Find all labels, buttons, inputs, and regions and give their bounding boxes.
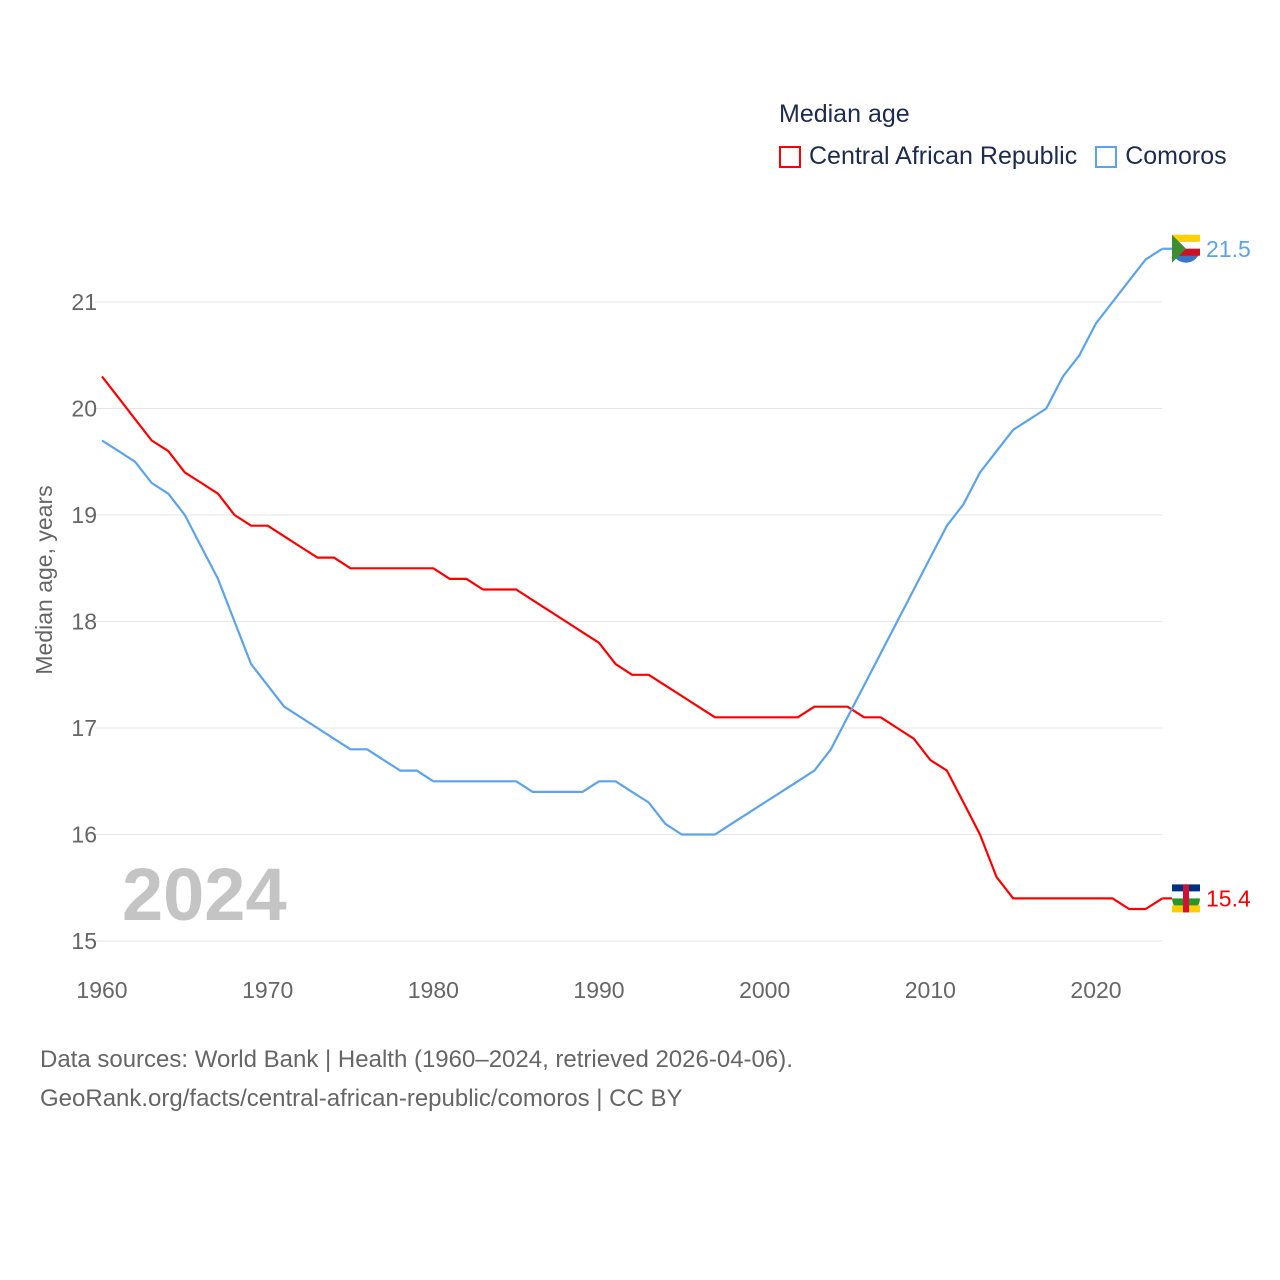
legend-swatch-car <box>779 145 801 168</box>
end-value-label-car: 15.4 <box>1206 885 1251 911</box>
y-tick-label: 15 <box>71 928 97 954</box>
legend-item-comoros[interactable]: Comoros <box>1095 142 1227 171</box>
y-tick-label: 21 <box>71 289 97 315</box>
source-url[interactable]: GeoRank.org/facts/central-african-republ… <box>40 1085 683 1112</box>
series-line-comoros <box>101 247 1163 836</box>
y-tick-label: 17 <box>71 715 97 741</box>
legend-item-car[interactable]: Central African Republic <box>779 142 1077 171</box>
y-tick-label: 16 <box>71 822 97 848</box>
y-axis-label: Median age, years <box>31 485 57 674</box>
y-tick-label: 20 <box>71 396 97 422</box>
flag-stripe <box>1172 241 1200 249</box>
y-tick-label: 19 <box>71 502 97 528</box>
x-tick-label: 2020 <box>1070 977 1121 1003</box>
legend-label-comoros: Comoros <box>1125 142 1227 170</box>
source-text: Data sources: World Bank | Health (1960–… <box>40 1046 793 1073</box>
legend: Central African Republic Comoros <box>779 142 1245 171</box>
x-tick-label: 1970 <box>242 977 293 1003</box>
flag-stripe <box>1172 234 1200 242</box>
year-watermark: 2024 <box>122 853 287 936</box>
legend-title: Median age <box>779 100 910 128</box>
x-tick-label: 2000 <box>739 977 790 1003</box>
series-line-car <box>101 375 1163 911</box>
x-tick-label: 1990 <box>573 977 624 1003</box>
legend-label-car: Central African Republic <box>809 142 1078 170</box>
flag-triangle <box>1172 234 1186 263</box>
end-value-label-comoros: 21.5 <box>1206 236 1251 262</box>
x-tick-label: 2010 <box>905 977 956 1003</box>
flag-stripe <box>1172 248 1200 256</box>
legend-swatch-comoros <box>1095 145 1118 168</box>
x-tick-label: 1960 <box>76 977 127 1003</box>
flag-stripe <box>1183 884 1189 913</box>
x-tick-label: 1980 <box>408 977 459 1003</box>
y-tick-label: 18 <box>71 609 97 635</box>
